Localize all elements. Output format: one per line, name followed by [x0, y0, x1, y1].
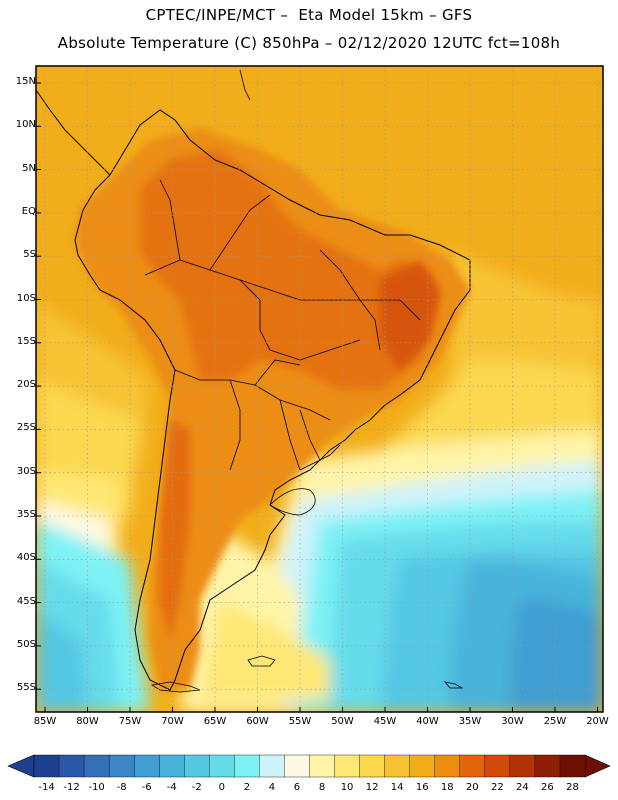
lon-tick-label: 20W	[586, 716, 609, 727]
lon-tick-label: 70W	[161, 716, 184, 727]
colorbar-segment	[309, 754, 336, 778]
lat-tick-label: 55S	[16, 682, 36, 694]
colorbar-segment	[459, 754, 486, 778]
colorbar-min-arrow	[7, 754, 35, 778]
lat-tick-label: 25S	[16, 422, 36, 434]
colorbar-label: 0	[218, 782, 226, 793]
lat-tick-label: EQ	[21, 205, 36, 217]
colorbar-segment	[83, 754, 110, 778]
lon-tick-label: 40W	[416, 716, 439, 727]
temperature-field	[36, 66, 603, 712]
lon-tick-label: 55W	[288, 716, 312, 727]
colorbar-label: 26	[541, 782, 554, 793]
colorbar-label: 12	[365, 782, 379, 793]
title-line-2: Absolute Temperature (C) 850hPa – 02/12/…	[57, 34, 561, 52]
colorbar-label: -2	[191, 782, 202, 793]
lon-tick-label: 65W	[203, 716, 227, 727]
colorbar-label: 8	[318, 782, 326, 793]
lon-tick-label: 60W	[246, 716, 269, 727]
lat-tick-label: 5N	[22, 162, 36, 174]
colorbar-label: 24	[516, 782, 529, 793]
lat-tick-label: 15S	[16, 335, 36, 347]
lon-tick-label: 85W	[33, 716, 57, 727]
colorbar-label: -4	[166, 782, 177, 793]
lat-tick-label: 50S	[16, 638, 36, 650]
lon-tick-label: 75W	[118, 716, 142, 727]
colorbar-segment	[434, 754, 461, 778]
colorbar-segment	[209, 754, 235, 778]
colorbar-label: -8	[116, 782, 127, 793]
lat-tick-label: 45S	[16, 595, 36, 607]
lat-tick-label: 15N	[15, 76, 36, 87]
colorbar-segment	[133, 754, 160, 778]
colorbar-label: 14	[390, 782, 404, 793]
colorbar-label: 22	[490, 782, 504, 793]
colorbar-segment	[334, 754, 361, 778]
colorbar-segment	[384, 754, 411, 778]
colorbar-label: 10	[340, 782, 354, 793]
colorbar-segment	[534, 754, 561, 778]
colorbar-segment	[409, 754, 436, 778]
colorbar-label: 4	[268, 782, 276, 793]
colorbar-label: -14	[38, 782, 55, 793]
colorbar-segment	[284, 754, 311, 778]
colorbar-segment	[509, 754, 536, 778]
colorbar-label: -12	[63, 782, 80, 793]
title-line-1: CPTEC/INPE/MCT – Eta Model 15km – GFS	[145, 6, 473, 24]
colorbar-label: 6	[293, 782, 301, 793]
colorbar-max-arrow	[584, 754, 611, 778]
lon-tick-label: 45W	[373, 716, 397, 727]
lat-tick-label: 10N	[15, 119, 36, 131]
colorbar-segment	[259, 754, 285, 778]
lon-tick-label: 35W	[458, 716, 482, 727]
colorbar-label: -10	[88, 782, 105, 793]
country-borders	[144, 179, 421, 516]
coastline	[74, 109, 471, 691]
lon-tick-label: 50W	[331, 716, 354, 727]
colorbar-segment	[159, 754, 185, 778]
lat-tick-label: 40S	[16, 552, 36, 564]
map-frame	[35, 65, 604, 713]
colorbar-label: 18	[440, 782, 454, 793]
lat-tick-label: 5S	[23, 249, 36, 261]
colorbar-segment	[184, 754, 210, 778]
colorbar-label: 20	[465, 782, 479, 793]
colorbar-label: 16	[415, 782, 429, 793]
lat-tick-label: 35S	[16, 509, 36, 520]
colorbar-segment	[234, 754, 260, 778]
lat-tick-label: 30S	[16, 465, 36, 477]
colorbar-label: 2	[243, 782, 251, 793]
colorbar	[7, 754, 611, 778]
lon-tick-label: 30W	[501, 716, 524, 727]
colorbar-label: 28	[566, 782, 579, 793]
colorbar-segment	[559, 754, 586, 778]
colorbar-segment	[108, 754, 135, 778]
colorbar-segment	[58, 754, 85, 778]
lat-tick-label: 10S	[16, 292, 36, 304]
colorbar-label: -6	[141, 782, 152, 793]
colorbar-segment	[33, 754, 60, 778]
lat-tick-label: 20S	[16, 379, 36, 391]
lon-tick-label: 80W	[76, 716, 99, 727]
lon-tick-label: 25W	[543, 716, 567, 727]
colorbar-segment	[359, 754, 386, 778]
graticule	[36, 66, 603, 712]
colorbar-segment	[484, 754, 511, 778]
